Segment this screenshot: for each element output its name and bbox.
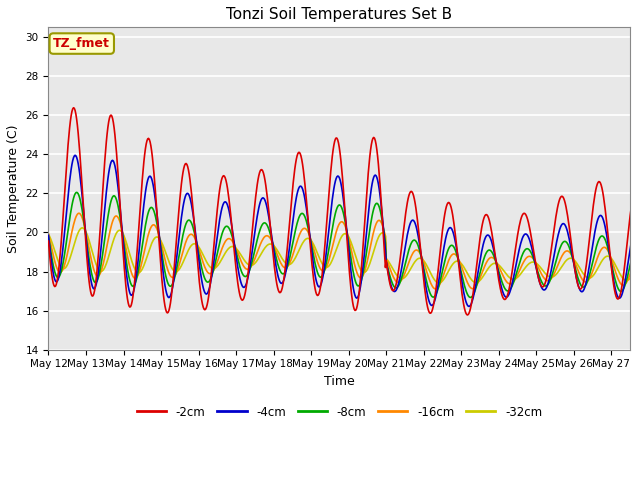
X-axis label: Time: Time bbox=[324, 375, 355, 388]
Legend: -2cm, -4cm, -8cm, -16cm, -32cm: -2cm, -4cm, -8cm, -16cm, -32cm bbox=[132, 401, 547, 423]
Y-axis label: Soil Temperature (C): Soil Temperature (C) bbox=[7, 124, 20, 253]
Text: TZ_fmet: TZ_fmet bbox=[53, 37, 110, 50]
Title: Tonzi Soil Temperatures Set B: Tonzi Soil Temperatures Set B bbox=[226, 7, 452, 22]
